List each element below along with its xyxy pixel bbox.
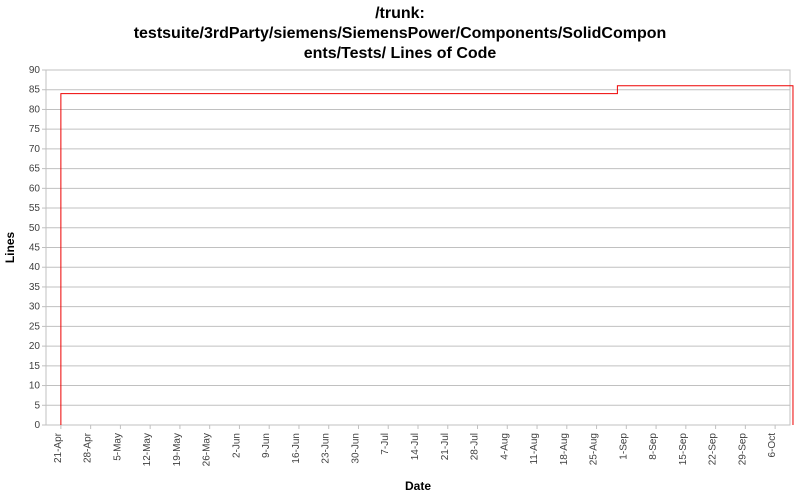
svg-text:55: 55 xyxy=(29,203,41,214)
svg-text:ents/Tests/ Lines of Code: ents/Tests/ Lines of Code xyxy=(304,45,497,62)
svg-text:70: 70 xyxy=(29,144,41,155)
svg-text:6-Oct: 6-Oct xyxy=(767,433,778,458)
svg-text:11-Aug: 11-Aug xyxy=(529,433,540,465)
svg-text:4-Aug: 4-Aug xyxy=(499,433,510,460)
svg-text:/trunk:: /trunk: xyxy=(375,5,425,22)
svg-text:5: 5 xyxy=(34,400,40,411)
svg-text:30-Jun: 30-Jun xyxy=(350,433,361,464)
svg-text:15: 15 xyxy=(29,361,41,372)
svg-text:25-Aug: 25-Aug xyxy=(589,433,600,465)
svg-text:19-May: 19-May xyxy=(172,433,183,466)
svg-text:7-Jul: 7-Jul xyxy=(380,433,391,455)
svg-text:60: 60 xyxy=(29,183,41,194)
svg-text:35: 35 xyxy=(29,282,41,293)
svg-text:22-Sep: 22-Sep xyxy=(708,433,719,466)
svg-text:10: 10 xyxy=(29,381,41,392)
svg-text:28-Jul: 28-Jul xyxy=(470,433,481,460)
svg-text:1-Sep: 1-Sep xyxy=(618,433,629,460)
svg-text:45: 45 xyxy=(29,243,41,254)
svg-text:20: 20 xyxy=(29,341,41,352)
svg-text:29-Sep: 29-Sep xyxy=(737,433,748,466)
svg-text:9-Jun: 9-Jun xyxy=(261,433,272,458)
svg-text:testsuite/3rdParty/siemens/Sie: testsuite/3rdParty/siemens/SiemensPower/… xyxy=(134,25,667,42)
svg-text:75: 75 xyxy=(29,124,41,135)
svg-text:50: 50 xyxy=(29,223,41,234)
svg-text:14-Jul: 14-Jul xyxy=(410,433,421,460)
svg-text:16-Jun: 16-Jun xyxy=(291,433,302,464)
svg-text:0: 0 xyxy=(34,420,40,431)
svg-text:8-Sep: 8-Sep xyxy=(648,433,659,460)
svg-text:2-Jun: 2-Jun xyxy=(231,433,242,458)
svg-text:23-Jun: 23-Jun xyxy=(321,433,332,464)
svg-text:21-Apr: 21-Apr xyxy=(53,432,64,463)
svg-text:80: 80 xyxy=(29,104,41,115)
svg-text:21-Jul: 21-Jul xyxy=(440,433,451,460)
chart-svg: /trunk: testsuite/3rdParty/siemens/Siemen… xyxy=(0,0,800,500)
svg-text:18-Aug: 18-Aug xyxy=(559,433,570,465)
svg-text:12-May: 12-May xyxy=(142,433,153,466)
svg-text:25: 25 xyxy=(29,321,41,332)
svg-text:28-Apr: 28-Apr xyxy=(83,432,94,463)
svg-text:30: 30 xyxy=(29,302,41,313)
x-axis-label: Date xyxy=(405,479,431,493)
svg-text:15-Sep: 15-Sep xyxy=(678,433,689,466)
svg-text:26-May: 26-May xyxy=(202,433,213,466)
svg-text:65: 65 xyxy=(29,164,41,175)
svg-text:85: 85 xyxy=(29,85,41,96)
loc-chart: /trunk: testsuite/3rdParty/siemens/Siemen… xyxy=(0,0,800,500)
svg-text:90: 90 xyxy=(29,65,41,76)
svg-text:5-May: 5-May xyxy=(112,433,123,461)
y-axis-label: Lines xyxy=(3,232,17,264)
svg-text:40: 40 xyxy=(29,262,41,273)
